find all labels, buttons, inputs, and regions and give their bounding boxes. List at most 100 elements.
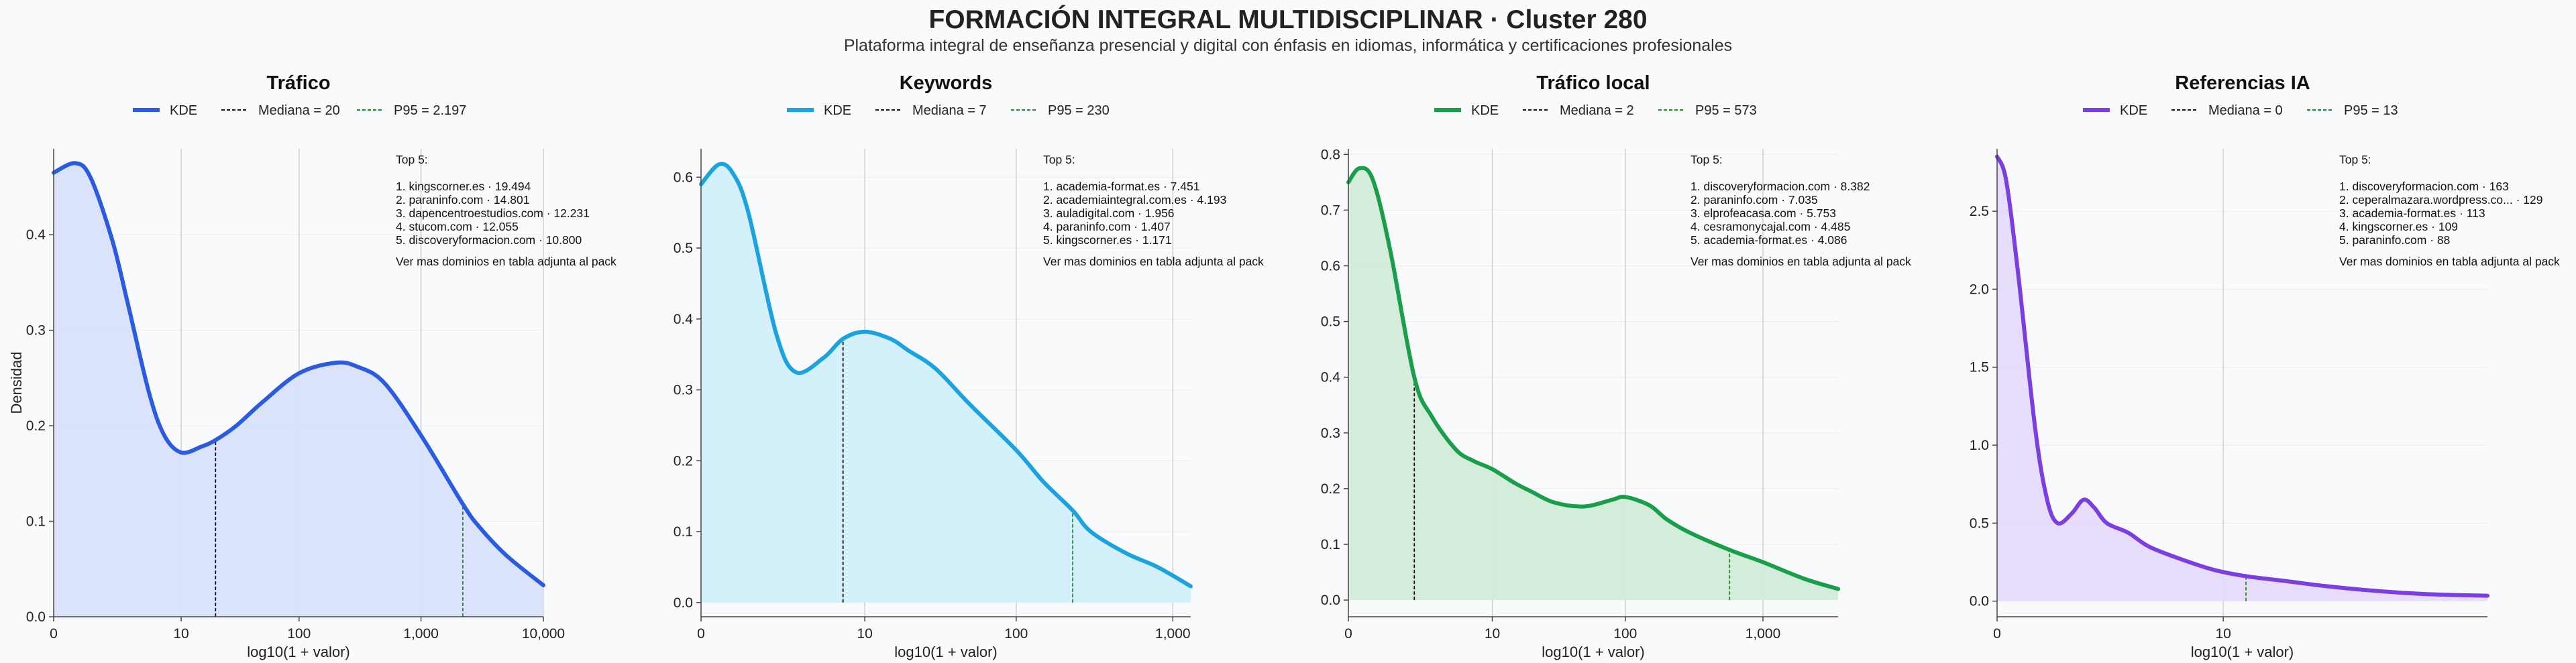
legend: KDE Mediana = 7 P95 = 230 [787,103,1110,118]
panel-title: Tráfico [266,72,330,94]
top5-header: Top 5: [2339,153,2371,166]
top5-footer: Ver mas dominios en tabla adjunta al pac… [1043,255,1264,268]
chart-panel-2: Tráfico local KDE Mediana = 2 P95 = 573 0.0 0… [1321,72,1911,660]
kde-line [1346,166,1840,591]
legend-p95-label: P95 = 2.197 [394,103,466,118]
y-tick-label: 0.0 [1970,594,1989,609]
x-tick-label: 10 [173,626,189,642]
kde-line [699,162,1193,589]
legend-p95-label: P95 = 13 [2344,103,2398,118]
kde-area [54,163,543,617]
top5-item: 3. elprofeacasa.com · 5.753 [1690,206,1836,220]
y-tick-label: 0.4 [26,227,46,243]
legend-median-label: Mediana = 20 [258,103,340,118]
y-tick-label: 1.0 [1970,438,1989,453]
y-tick-label: 0.3 [674,383,693,398]
x-tick-label: 1,000 [403,626,439,642]
legend-p95-label: P95 = 573 [1695,103,1757,118]
top5-item: 4. stucom.com · 12.055 [396,220,519,233]
y-tick-label: 0.2 [1321,481,1340,497]
x-tick-label: 1,000 [1746,626,1781,642]
panel-title: Referencias IA [2175,72,2310,94]
x-tick-label: 100 [287,626,311,642]
y-tick-label: 0.5 [1321,314,1340,330]
main-title: FORMACIÓN INTEGRAL MULTIDISCIPLINAR · Cl… [928,5,1648,34]
y-tick-label: 0.3 [26,323,46,339]
kde-area [1348,168,1838,601]
y-tick-label: 0.0 [1321,593,1340,608]
y-tick-label: 0.1 [26,514,46,530]
top5-item: 5. kingscorner.es · 1.171 [1043,233,1172,247]
x-axis-label: log10(1 + valor) [2191,644,2294,660]
top5-item: 4. paraninfo.com · 1.407 [1043,220,1171,233]
top5-item: 3. dapencentroestudios.com · 12.231 [396,206,590,220]
top5-item: 4. kingscorner.es · 109 [2339,220,2458,233]
main-subtitle: Plataforma integral de enseñanza presenc… [843,36,1733,55]
x-axis-label: log10(1 + valor) [247,644,350,660]
legend: KDE Mediana = 2 P95 = 573 [1434,103,1757,118]
x-tick-label: 10 [857,626,872,642]
top5-item: 2. ceperalmazara.wordpress.co... · 129 [2339,193,2542,206]
x-axis-label: log10(1 + valor) [894,644,997,660]
y-tick-label: 0.4 [674,312,694,327]
chart-panel-1: Keywords KDE Mediana = 7 P95 = 230 0.0 0.1 0.2… [674,72,1264,660]
x-tick-label: 100 [1613,626,1637,642]
top5-annotation: Top 5: 1. discoveryformacion.com · 1632. … [2339,153,2560,268]
panel-title: Keywords [900,72,993,94]
y-tick-label: 0.0 [26,609,46,625]
legend: KDE Mediana = 20 P95 = 2.197 [133,103,466,118]
y-tick-label: 0.2 [26,418,46,434]
y-tick-label: 0.1 [674,524,693,540]
y-tick-label: 0.5 [1970,516,1989,531]
top5-footer: Ver mas dominios en tabla adjunta al pac… [2339,255,2560,268]
x-tick-label: 100 [1004,626,1028,642]
legend-median-label: Mediana = 0 [2208,103,2283,118]
top5-item: 5. discoveryformacion.com · 10.800 [396,233,582,247]
top5-header: Top 5: [1043,153,1075,166]
top5-item: 1. discoveryformacion.com · 163 [2339,180,2509,193]
y-tick-label: 0.6 [674,170,693,185]
y-tick-label: 0.8 [1321,147,1340,162]
x-tick-label: 0 [1344,626,1352,642]
y-tick-label: 0.0 [674,595,693,611]
kde-area [701,164,1191,603]
top5-item: 4. cesramonycajal.com · 4.485 [1690,220,1850,233]
y-tick-label: 0.4 [1321,370,1341,385]
legend-p95-label: P95 = 230 [1048,103,1110,118]
top5-footer: Ver mas dominios en tabla adjunta al pac… [1690,255,1911,268]
kde-line [52,161,545,587]
legend-kde-label: KDE [170,103,197,118]
chart-panel-3: Referencias IA KDE Mediana = 0 P95 = 13 0.0 0… [1970,72,2560,660]
top5-item: 1. kingscorner.es · 19.494 [396,180,531,193]
top5-item: 2. paraninfo.com · 14.801 [396,193,529,206]
top5-annotation: Top 5: 1. discoveryformacion.com · 8.3822… [1690,153,1911,268]
panel-title: Tráfico local [1536,72,1650,94]
top5-item: 5. paraninfo.com · 88 [2339,233,2450,247]
top5-item: 1. academia-format.es · 7.451 [1043,180,1199,193]
top5-item: 2. paraninfo.com · 7.035 [1690,193,1818,206]
top5-item: 3. academia-format.es · 113 [2339,206,2485,220]
x-tick-label: 1,000 [1155,626,1191,642]
top5-header: Top 5: [396,153,428,166]
legend: KDE Mediana = 0 P95 = 13 [2083,103,2398,118]
kde-area [1997,156,2487,601]
chart-panel-0: Tráfico KDE Mediana = 20 P95 = 2.197 0.0 0.1 0… [8,72,616,660]
legend-median-label: Mediana = 2 [1560,103,1634,118]
kde-line [1995,154,2489,598]
y-tick-label: 0.1 [1321,537,1340,552]
y-tick-label: 0.2 [674,453,693,469]
x-tick-label: 10,000 [522,626,565,642]
top5-item: 5. academia-format.es · 4.086 [1690,233,1847,247]
y-axis-label: Densidad [8,352,25,414]
y-tick-label: 0.5 [674,241,693,256]
top5-item: 1. discoveryformacion.com · 8.382 [1690,180,1870,193]
x-tick-label: 0 [1993,626,2001,642]
y-tick-label: 0.7 [1321,202,1340,218]
x-tick-label: 10 [1485,626,1500,642]
top5-footer: Ver mas dominios en tabla adjunta al pac… [396,255,616,268]
y-tick-label: 2.5 [1970,204,1989,219]
x-tick-label: 0 [697,626,705,642]
